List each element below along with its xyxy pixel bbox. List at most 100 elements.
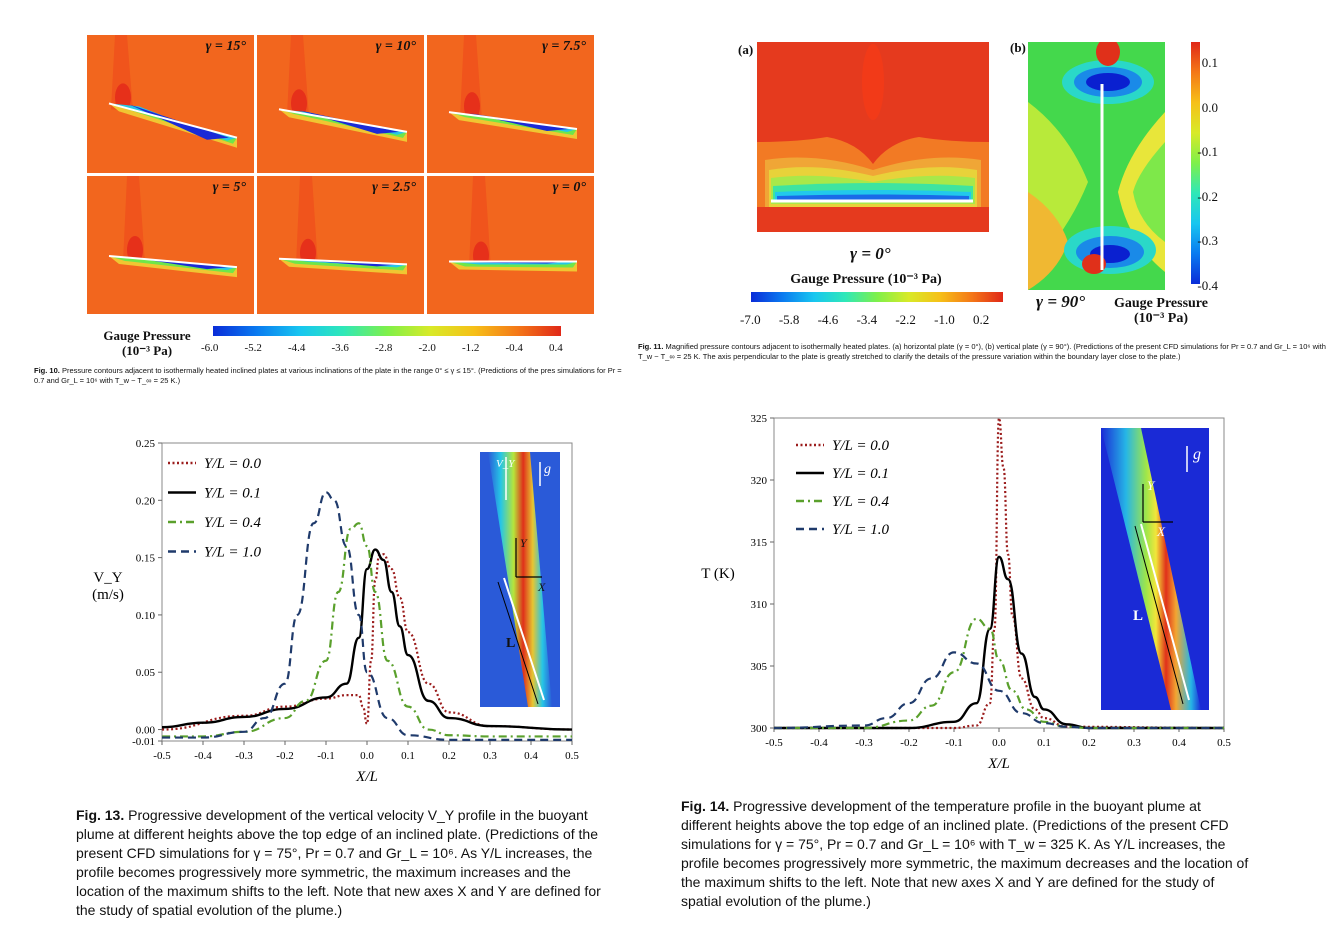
fig11-colorbar-v-tick: 0.0 [1201,99,1218,115]
fig14-inset-x: X [1157,524,1165,539]
fig10-panel-gamma: γ = 5° [212,180,246,195]
y-tick-label: 325 [751,413,768,425]
fig10-panel-contours [87,35,254,173]
x-tick-label: 0.4 [1172,737,1186,749]
fig10-colorbar-tick: -5.2 [244,342,262,354]
fig11-panel-vertical [1028,42,1165,290]
legend-label: Y/L = 0.1 [832,466,889,482]
x-tick-label: 0.1 [401,750,415,762]
y-tick-label: 310 [751,599,768,611]
fig11-label-b: (b) [1010,40,1026,55]
x-tick-label: 0.3 [1127,737,1141,749]
fig13-inset-x: X [538,580,546,594]
fig10-panel: γ = 15° [87,35,254,173]
fig10-colorbar-title: Gauge Pressure (10⁻³ Pa) [103,328,191,358]
fig10-panel-gamma: γ = 10° [375,39,416,54]
fig13-inset-vy: V_Y [496,458,515,470]
fig11-colorbar-h-tick: -4.6 [817,312,839,327]
legend-label: Y/L = 1.0 [204,545,261,561]
fig14-inset: g Y X L [1101,428,1209,710]
fig11-colorbar-v-tick: -0.1 [1197,144,1218,160]
y-tick-label: 0.10 [136,610,156,622]
fig10-panel: γ = 0° [427,176,594,314]
x-tick-label: -0.5 [765,737,783,749]
fig10-panel: γ = 5° [87,176,254,314]
y-axis-label: T (K) [701,566,734,582]
fig13-inset: V_Y g Y X L [480,452,560,707]
series-line [161,548,573,731]
x-tick-label: 0.0 [992,737,1006,749]
fig10-panel-contours [257,176,424,314]
fig13-caption: Fig. 13. Progressive development of the … [76,806,602,920]
fig11-colorbar-v-tick: -0.2 [1197,188,1218,204]
fig10-colorbar-tick: -0.4 [505,342,523,354]
x-tick-label: 0.4 [524,750,538,762]
fig11-colorbar-h-tick: -2.2 [895,312,916,327]
x-tick-label: -0.4 [194,750,212,762]
x-axis-label: X/L [987,756,1010,772]
y-tick-label: 315 [751,537,768,549]
y-tick-label: 0.20 [136,495,156,507]
x-tick-label: -0.4 [810,737,828,749]
fig11-horizontal-contours [757,44,989,207]
x-tick-label: -0.1 [317,750,334,762]
fig10-colorbar-tick: -4.4 [288,342,306,354]
fig10-panel-gamma: γ = 15° [205,39,246,54]
fig14-caption: Fig. 14. Progressive development of the … [681,797,1251,911]
fig10-colorbar-tick: -2.8 [375,342,393,354]
x-tick-label: 0.2 [1082,737,1096,749]
legend-label: Y/L = 0.0 [204,456,261,472]
fig10-panel-gamma: γ = 7.5° [542,39,586,54]
x-tick-label: 0.5 [565,750,579,762]
fig10-panel-contours [257,35,424,173]
series-line [774,416,1225,730]
fig10-panel-contours [87,176,254,314]
series-line [161,491,572,741]
fig11-caption-text: Magnified pressure contours adjacent to … [638,342,1326,361]
fig13-chart: -0.5 -0.4 -0.3 -0.2 -0.1 0.0 0.1 0.2 0.3 0.4 0.5 0.… [92,438,579,785]
fig11-caption: Fig. 11. Magnified pressure contours adj… [638,342,1338,362]
series-line [773,651,1224,730]
fig10-caption-label: Fig. 10. [34,366,60,375]
fig10-panel-contours [427,176,594,314]
x-tick-label: 0.2 [442,750,456,762]
fig10-colorbar-tick: -2.0 [418,342,436,354]
fig13-inset-y: Y [520,536,527,550]
legend-label: Y/L = 0.4 [204,515,261,531]
fig11-panel-horizontal [757,42,989,232]
x-tick-label: 0.0 [360,750,374,762]
fig10-panel: γ = 10° [257,35,424,173]
fig11-colorbar-h [751,292,1003,302]
fig11-colorbar-h-tick: -5.8 [778,312,800,327]
fig13-inset-plume [488,452,552,707]
y-tick-label: 0.25 [136,438,156,450]
fig10-panel: γ = 2.5° [257,176,424,314]
fig14-caption-label: Fig. 14. [681,798,730,814]
y-axis-label: (m/s) [92,587,124,603]
fig11-colorbar-v-tick: -0.3 [1197,233,1218,249]
fig10-panel: γ = 7.5° [427,35,594,173]
y-tick-label: 0.15 [136,553,156,565]
fig11-colorbar-title-h: Gauge Pressure (10⁻³ Pa) [790,272,942,287]
fig10-panel-gamma: γ = 2.5° [372,180,416,195]
fig10-panel-contours [427,35,594,173]
x-tick-label: 0.3 [483,750,497,762]
fig10-colorbar [213,326,561,336]
fig11-colorbar-v-tick: 0.1 [1201,55,1218,70]
legend-label: Y/L = 0.4 [832,494,889,510]
legend-label: Y/L = 0.1 [204,486,261,502]
x-tick-label: -0.2 [276,750,293,762]
fig14-inset-g: g [1193,446,1201,463]
fig11-colorbar-title-v: Gauge Pressure (10⁻³ Pa) [1114,296,1208,326]
fig13-caption-text: Progressive development of the vertical … [76,807,601,918]
x-tick-label: -0.3 [855,737,873,749]
y-tick-label: 320 [751,475,768,487]
x-tick-label: -0.3 [235,750,253,762]
fig11-gamma-a: γ = 0° [850,244,891,263]
x-tick-label: 0.5 [1217,737,1231,749]
fig11-colorbar-h-tick: -7.0 [740,312,761,327]
y-axis-label: V_Y [93,570,122,586]
fig14-inset-plume [1101,428,1201,710]
y-tick-label: 300 [751,723,768,735]
x-tick-label: -0.2 [900,737,917,749]
